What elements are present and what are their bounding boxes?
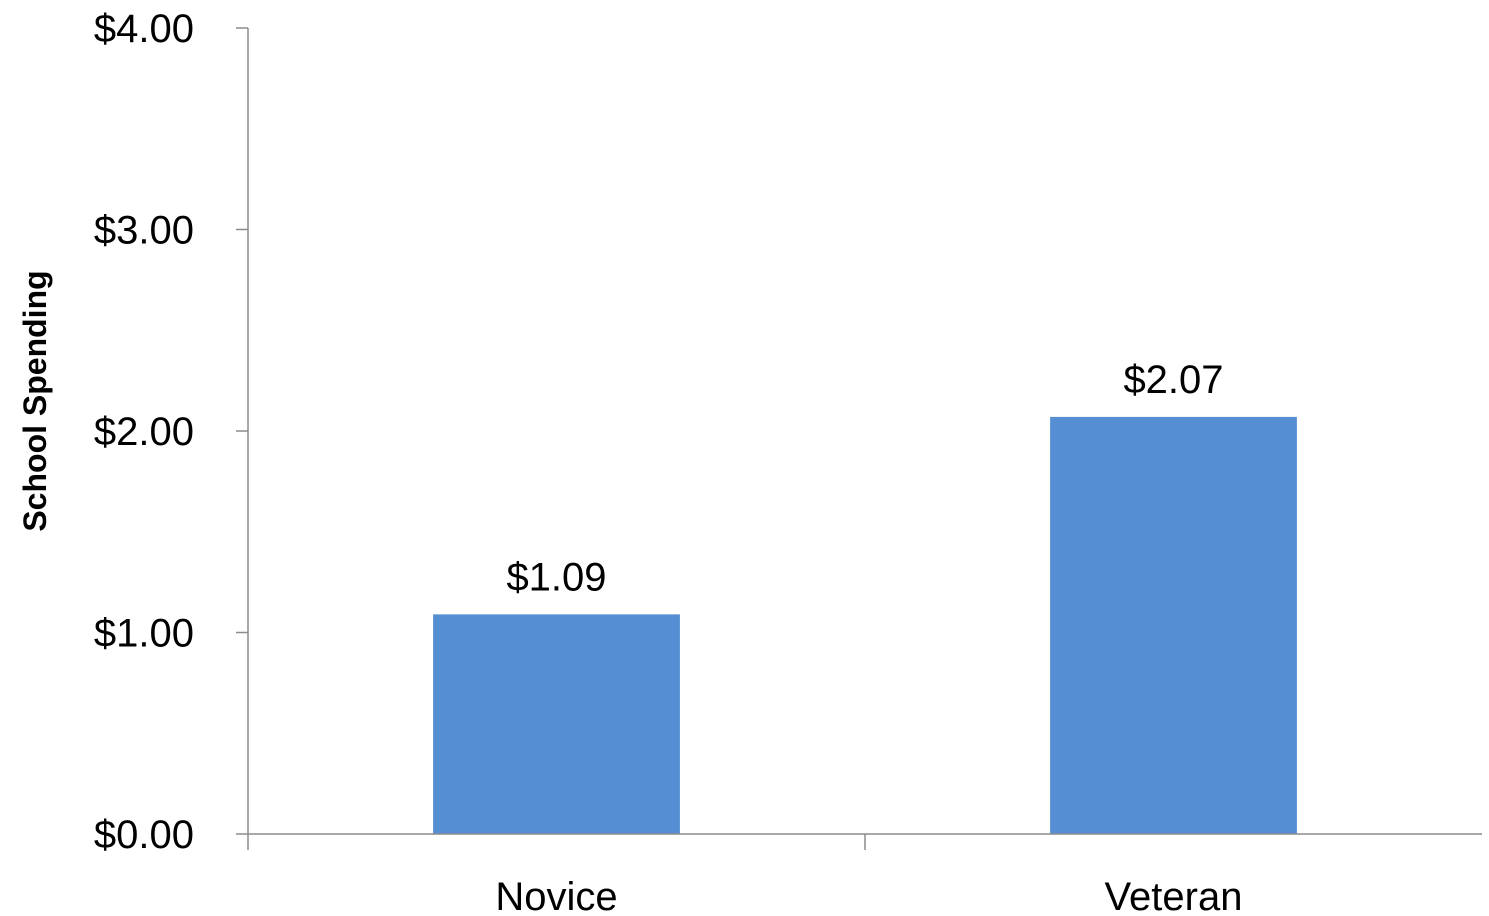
data-label: $1.09 [506, 555, 606, 599]
data-labels: $1.09 $2.07 [506, 358, 1223, 599]
y-tick-label: $1.00 [94, 612, 194, 656]
y-axis-title: School Spending [17, 270, 53, 531]
bar-veteran [1050, 416, 1297, 834]
y-tick-label: $4.00 [94, 7, 194, 51]
y-axis-ticks: $0.00 $1.00 $2.00 $3.00 $4.00 [94, 7, 248, 857]
x-axis-ticks: Novice Veteran [247, 834, 1243, 916]
data-label: $2.07 [1123, 358, 1223, 402]
y-tick-label: $3.00 [94, 209, 194, 253]
y-tick-label: $2.00 [94, 410, 194, 454]
y-tick-label: $0.00 [94, 813, 194, 857]
x-tick-label: Veteran [1105, 875, 1243, 916]
bars [433, 416, 1297, 834]
x-tick-label: Novice [495, 875, 617, 916]
bar-novice [433, 614, 680, 834]
